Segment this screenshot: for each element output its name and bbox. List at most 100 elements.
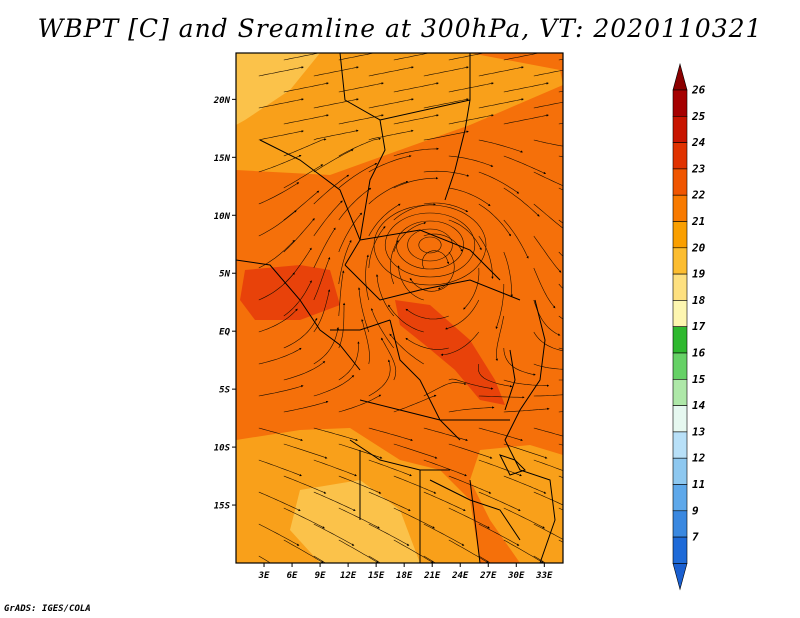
circulation-ring xyxy=(418,236,442,254)
temperature-zone-south-pale xyxy=(290,480,420,563)
streamline xyxy=(558,155,563,158)
streamline xyxy=(533,427,563,437)
circulation-ring xyxy=(396,220,464,270)
streamline xyxy=(313,427,358,442)
colorbar-segment xyxy=(672,300,688,327)
streamline xyxy=(478,395,525,399)
streamline xyxy=(338,212,363,253)
streamline xyxy=(338,137,382,157)
streamline xyxy=(478,139,524,153)
temperature-zone-southeast xyxy=(470,445,563,563)
streamline xyxy=(393,443,438,459)
lon-tick-label: 18E xyxy=(396,571,413,581)
lat-tick-label: 5N xyxy=(219,270,230,280)
streamline xyxy=(448,475,492,494)
circulation-ring xyxy=(407,228,453,262)
streamline xyxy=(313,256,331,301)
streamline xyxy=(503,347,536,376)
streamline xyxy=(503,82,549,93)
colorbar-segment xyxy=(672,405,688,433)
streamline xyxy=(258,523,300,546)
lon-tick-label: 12E xyxy=(340,571,357,581)
colorbar-segment xyxy=(672,273,688,301)
colorbar-segment xyxy=(672,142,688,170)
streamline xyxy=(503,507,545,529)
lat-tick-label: 15N xyxy=(214,154,231,164)
lon-tick-label: 24E xyxy=(451,571,469,581)
streamline xyxy=(388,304,424,333)
streamline xyxy=(258,459,302,477)
streamline xyxy=(445,299,480,330)
streamline xyxy=(393,114,439,125)
streamline xyxy=(283,190,320,221)
streamlines xyxy=(258,53,563,563)
lat-tick-label: 10S xyxy=(214,444,231,454)
colorbar-segment xyxy=(672,457,688,485)
streamline xyxy=(338,114,384,125)
streamline xyxy=(313,149,354,173)
streamline xyxy=(313,523,355,546)
colorbar-segment xyxy=(672,89,688,117)
streamline xyxy=(368,129,414,141)
streamline xyxy=(533,139,563,147)
streamline xyxy=(533,235,562,273)
streamline xyxy=(478,66,524,77)
streamline xyxy=(478,491,521,511)
streamline xyxy=(448,53,486,61)
streamline xyxy=(283,317,318,349)
colorbar-segment xyxy=(672,116,688,143)
streamline xyxy=(503,187,540,217)
streamline xyxy=(368,203,401,237)
streamline xyxy=(258,210,297,237)
colorbar-segment xyxy=(672,221,688,249)
streamline xyxy=(533,267,556,309)
streamline xyxy=(338,507,380,529)
streamline xyxy=(368,180,409,205)
streamline xyxy=(368,459,412,477)
streamline xyxy=(503,53,541,61)
streamline xyxy=(533,331,563,352)
streamline xyxy=(393,507,435,529)
colorbar-segment xyxy=(672,510,688,538)
lon-tick-label: 30E xyxy=(507,571,525,581)
streamline xyxy=(393,394,437,413)
streamline xyxy=(313,200,343,237)
streamline xyxy=(558,187,563,191)
streamline xyxy=(558,251,563,257)
streamline xyxy=(558,219,563,224)
streamline xyxy=(448,187,491,207)
streamline xyxy=(533,555,547,563)
lat-tick-label: 20N xyxy=(213,96,231,106)
colorbar-segment xyxy=(672,194,688,222)
streamline xyxy=(448,507,490,529)
temperature-zone-north xyxy=(236,53,563,175)
streamline xyxy=(533,523,563,540)
streamline xyxy=(390,239,399,285)
colorbar: 26 25 24 23 22 21 20 19 18 17 16 15 14 13 12 11 9 7 xyxy=(672,62,706,591)
colorbar-label: 11 xyxy=(692,478,705,491)
streamline xyxy=(448,443,493,459)
streamline xyxy=(283,443,328,459)
streamline xyxy=(478,427,523,442)
streamline xyxy=(368,523,410,546)
streamline xyxy=(448,406,495,413)
streamline xyxy=(283,138,327,157)
streamline xyxy=(495,284,505,330)
streamline xyxy=(533,299,561,336)
temperature-zone-central-red xyxy=(395,300,505,405)
streamline xyxy=(313,375,355,397)
colorbar-label: 26 xyxy=(691,84,706,97)
colorbar-label: 17 xyxy=(692,320,706,333)
streamline xyxy=(258,66,304,77)
colorbar-label: 18 xyxy=(692,294,706,307)
streamline xyxy=(478,203,511,237)
streamline xyxy=(393,53,431,61)
streamline xyxy=(283,400,329,413)
streamline xyxy=(370,308,395,349)
lat-tick-label: 15S xyxy=(214,502,231,512)
streamline xyxy=(558,283,563,290)
streamline xyxy=(313,491,356,511)
streamline xyxy=(313,555,327,563)
streamline xyxy=(313,129,359,141)
streamline xyxy=(338,539,379,563)
